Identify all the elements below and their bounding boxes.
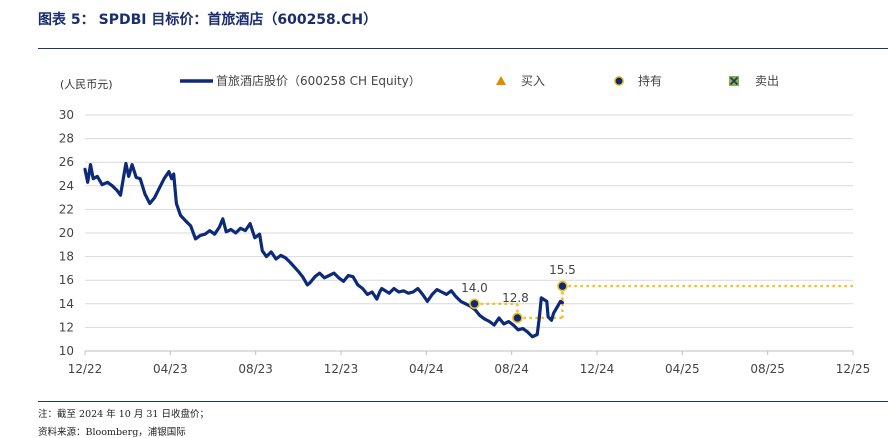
y-tick-label: 30	[59, 108, 74, 122]
legend-label-sell: 卖出	[755, 74, 779, 88]
target-lines	[474, 284, 853, 320]
x-tick-label: 12/23	[324, 362, 359, 376]
unit-label: (人民币元)	[60, 78, 113, 91]
legend-label-price: 首旅酒店股价（600258 CH Equity）	[216, 74, 421, 88]
circle-icon	[614, 76, 624, 86]
x-tick-label: 04/24	[409, 362, 444, 376]
x-tick-label: 08/24	[494, 362, 529, 376]
figure-label: 图表 5：	[38, 12, 95, 28]
target-price-label: 15.5	[549, 263, 576, 277]
target-price-label: 14.0	[461, 281, 488, 295]
x-mark	[729, 76, 739, 86]
price-series	[83, 161, 564, 339]
chart-grid	[85, 114, 853, 352]
hold-marker	[469, 298, 480, 310]
y-tick-label: 18	[59, 250, 74, 264]
x-tick-label: 08/25	[750, 362, 785, 376]
hold-marker	[557, 280, 568, 292]
y-tick-label: 28	[59, 132, 74, 146]
y-tick-label: 26	[59, 155, 74, 169]
y-axis-ticks: 10 12 14 16 18 20 22 24 26 28 30	[59, 108, 74, 358]
y-tick-label: 14	[59, 297, 74, 311]
triangle-icon	[496, 76, 506, 85]
legend-label-hold: 持有	[638, 73, 662, 88]
legend-label-buy: 买入	[521, 74, 545, 88]
y-tick-label: 22	[59, 202, 74, 216]
hold-marker	[512, 312, 523, 324]
top-rule	[38, 48, 888, 49]
x-axis-ticks: 12/22 04/23 08/23 12/23 04/24 08/24 12/24 04/25…	[68, 351, 871, 376]
x-tick-label: 12/24	[580, 362, 615, 376]
x-tick-label: 12/25	[836, 362, 871, 376]
y-tick-label: 12	[59, 320, 74, 334]
target-price-label: 12.8	[502, 291, 529, 305]
figure-title: 图表 5： SPDBI 目标价：首旅酒店（600258.CH）	[38, 9, 377, 29]
x-tick-label: 12/22	[68, 362, 103, 376]
price-line	[83, 161, 564, 339]
rating-markers: 14.0 12.8 15.5	[461, 263, 576, 324]
bottom-rule	[38, 401, 888, 402]
source-note: 资料来源：Bloomberg，浦银国际	[38, 427, 186, 438]
figure-title-text: SPDBI 目标价：首旅酒店（600258.CH）	[98, 12, 378, 28]
x-tick-label: 04/25	[665, 362, 700, 376]
y-tick-label: 24	[59, 179, 74, 193]
footnote: 注：截至 2024 年 10 月 31 日收盘价；	[38, 409, 209, 420]
y-tick-label: 16	[59, 273, 74, 287]
y-tick-label: 10	[59, 344, 74, 358]
x-tick-label: 04/23	[153, 362, 188, 376]
x-tick-label: 08/23	[238, 362, 273, 376]
chart-legend: 首旅酒店股价（600258 CH Equity） 买入 持有 卖出	[180, 73, 779, 88]
price-chart: (人民币元) 首旅酒店股价（600258 CH Equity） 买入 持有 卖出 10…	[59, 73, 871, 376]
y-tick-label: 20	[59, 226, 74, 240]
